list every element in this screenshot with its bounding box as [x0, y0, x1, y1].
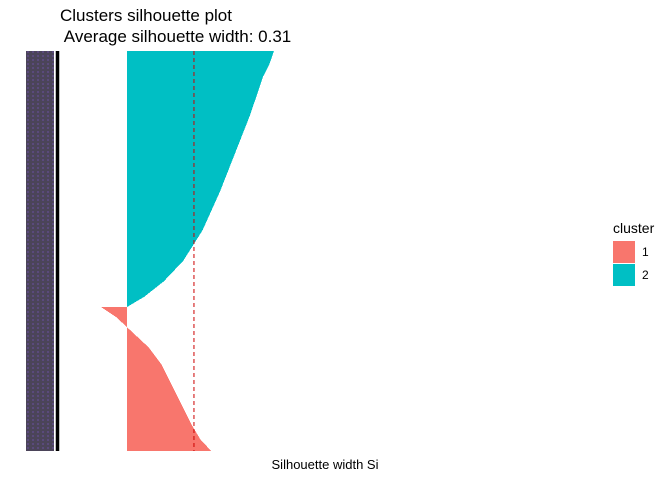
silhouette-bars-cluster-2	[127, 51, 274, 307]
y-tick-marks	[26, 51, 54, 451]
legend-item-1: 1	[613, 241, 654, 263]
silhouette-bars-cluster-1	[101, 307, 212, 451]
legend-label-2: 2	[642, 268, 649, 282]
legend-key-1	[613, 241, 635, 263]
legend: cluster 1 2	[613, 220, 654, 287]
legend-title: cluster	[613, 220, 655, 236]
x-axis-label: Silhouette width Si	[272, 457, 379, 472]
legend-label-1: 1	[642, 245, 649, 259]
legend-item-2: 2	[613, 264, 654, 286]
legend-key-2	[613, 264, 635, 286]
chart-title: Clusters silhouette plot	[60, 6, 232, 25]
chart-title-block: Clusters silhouette plot Average silhoue…	[60, 5, 291, 47]
chart-subtitle: Average silhouette width: 0.31	[63, 27, 292, 46]
